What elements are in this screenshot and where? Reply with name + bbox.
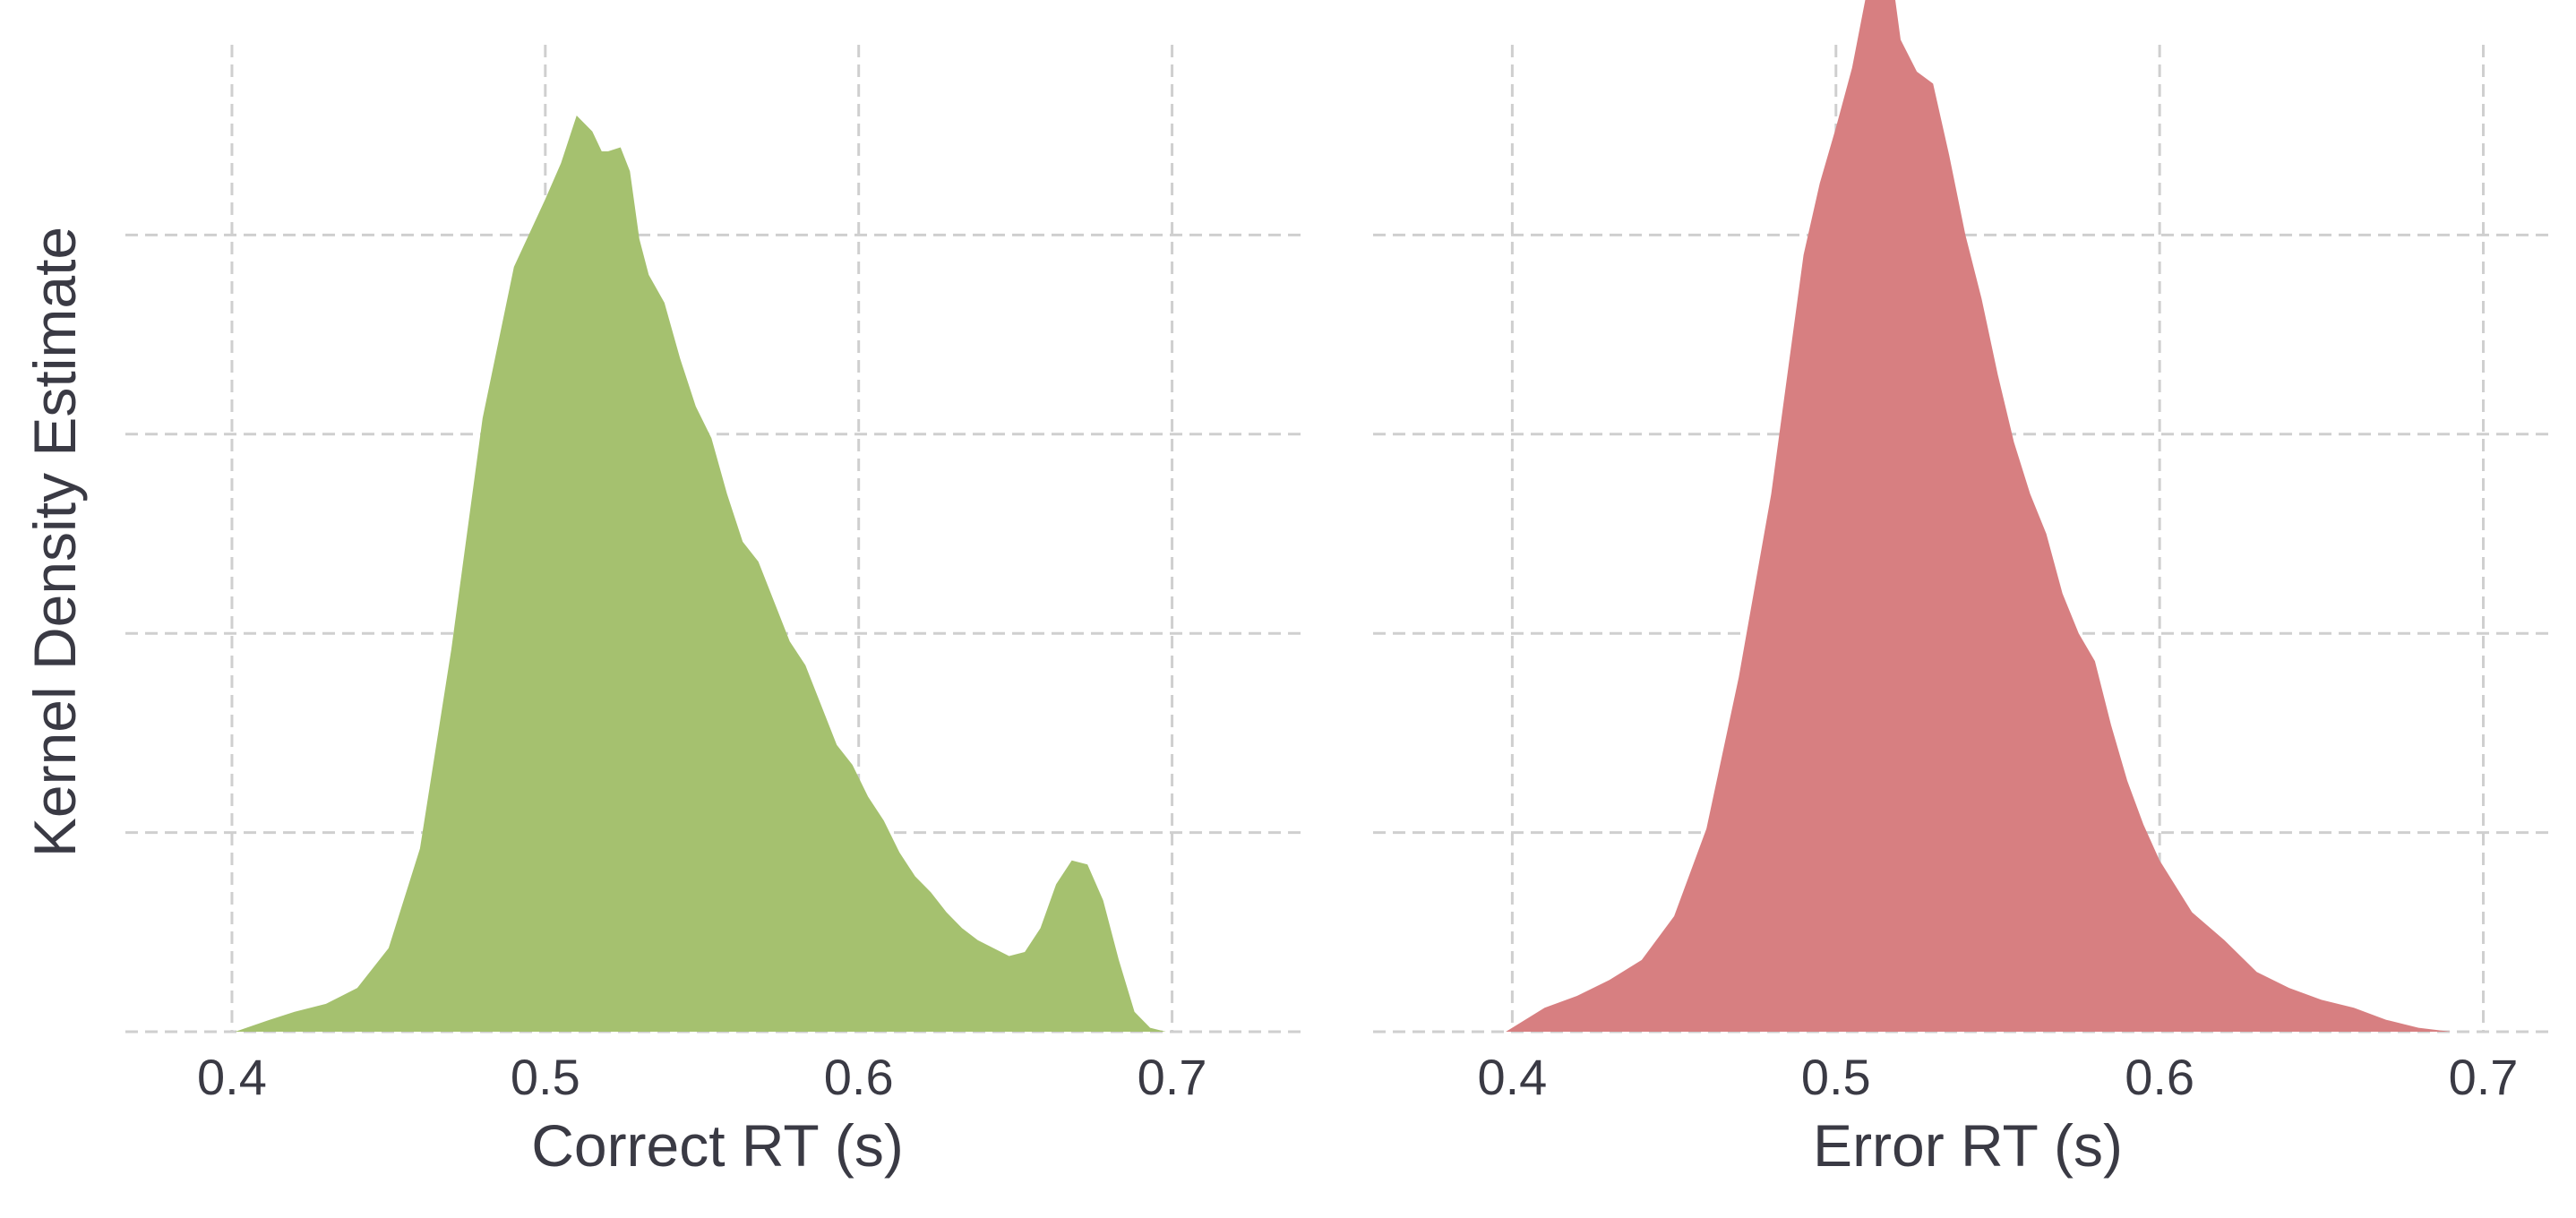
correct-rt-panel: 0.4 0.5 0.6 0.7 Correct RT (s) xyxy=(125,45,1301,1179)
error-rt-x-tick-label: 0.5 xyxy=(1801,1049,1871,1105)
correct-rt-x-axis-label: Correct RT (s) xyxy=(531,1112,904,1179)
error-rt-density-area xyxy=(1506,0,2484,1032)
error-rt-panel: 0.4 0.5 0.6 0.7 Error RT (s) xyxy=(1373,0,2555,1179)
correct-rt-x-tick-label: 0.7 xyxy=(1138,1049,1207,1105)
error-rt-x-tick-label: 0.7 xyxy=(2449,1049,2519,1105)
correct-rt-density-area xyxy=(235,116,1182,1032)
correct-rt-x-tick-label: 0.6 xyxy=(824,1049,894,1105)
correct-rt-x-tick-label: 0.5 xyxy=(511,1049,580,1105)
correct-rt-x-ticks: 0.4 0.5 0.6 0.7 xyxy=(197,1049,1206,1105)
error-rt-x-tick-label: 0.6 xyxy=(2125,1049,2194,1105)
error-rt-x-axis-label: Error RT (s) xyxy=(1813,1112,2123,1179)
y-axis-label: Kernel Density Estimate xyxy=(21,227,88,857)
error-rt-x-ticks: 0.4 0.5 0.6 0.7 xyxy=(1477,1049,2518,1105)
error-rt-x-tick-label: 0.4 xyxy=(1477,1049,1547,1105)
correct-rt-x-tick-label: 0.4 xyxy=(197,1049,267,1105)
